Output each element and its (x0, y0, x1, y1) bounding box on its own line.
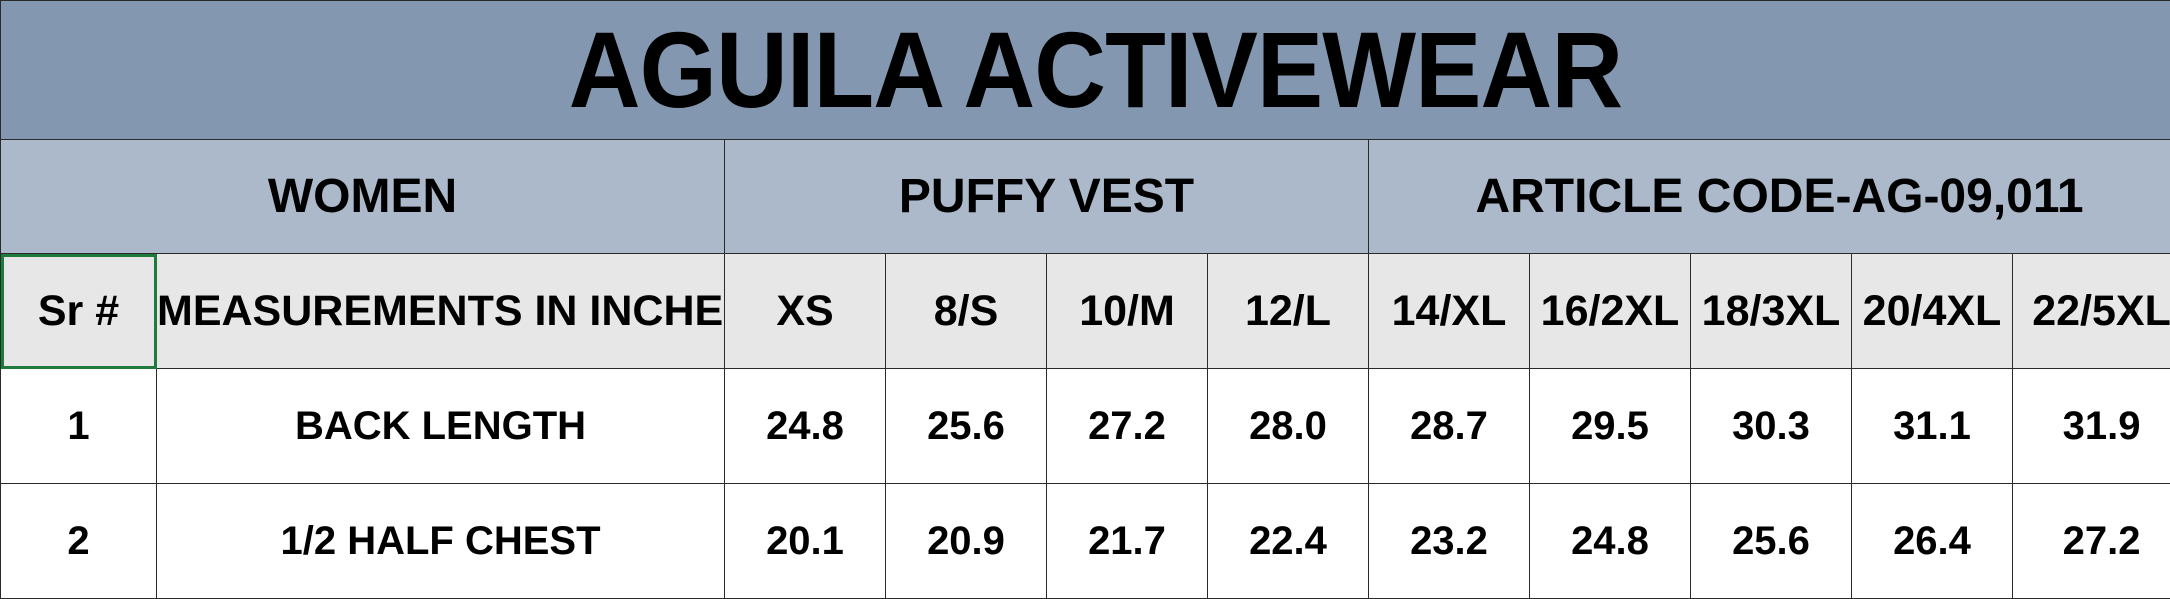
value-cell[interactable]: 25.6 (1691, 484, 1852, 599)
article-code-cell[interactable]: ARTICLE CODE-AG-09,011 (1369, 140, 2170, 254)
measurement-name-cell[interactable]: BACK LENGTH (157, 369, 725, 484)
value-cell[interactable]: 27.2 (1047, 369, 1208, 484)
value-cell[interactable]: 27.2 (2013, 484, 2170, 599)
value-cell[interactable]: 24.8 (1530, 484, 1691, 599)
value-cell[interactable]: 29.5 (1530, 369, 1691, 484)
value-cell[interactable]: 31.1 (1852, 369, 2013, 484)
table-row: 1 BACK LENGTH 24.8 25.6 27.2 28.0 28.7 2… (1, 369, 2170, 484)
value-cell[interactable]: 30.3 (1691, 369, 1852, 484)
value-cell[interactable]: 20.1 (725, 484, 886, 599)
value-cell[interactable]: 20.9 (886, 484, 1047, 599)
size-header-20-4xl[interactable]: 20/4XL (1852, 254, 2013, 369)
brand-title-cell[interactable]: AGUILA ACTIVEWEAR (1, 1, 2170, 140)
header-row: Sr # MEASUREMENTS IN INCHES XS 8/S 10/M … (1, 254, 2170, 369)
size-header-8-s[interactable]: 8/S (886, 254, 1047, 369)
table-row: 2 1/2 HALF CHEST 20.1 20.9 21.7 22.4 23.… (1, 484, 2170, 599)
measurement-header-cell[interactable]: MEASUREMENTS IN INCHES (157, 254, 725, 369)
size-header-10-m[interactable]: 10/M (1047, 254, 1208, 369)
size-header-16-2xl[interactable]: 16/2XL (1530, 254, 1691, 369)
value-cell[interactable]: 25.6 (886, 369, 1047, 484)
sr-cell[interactable]: 2 (1, 484, 157, 599)
value-cell[interactable]: 28.7 (1369, 369, 1530, 484)
size-header-12-l[interactable]: 12/L (1208, 254, 1369, 369)
sr-cell[interactable]: 1 (1, 369, 157, 484)
product-cell[interactable]: PUFFY VEST (725, 140, 1369, 254)
value-cell[interactable]: 31.9 (2013, 369, 2170, 484)
measurement-name-cell[interactable]: 1/2 HALF CHEST (157, 484, 725, 599)
size-header-22-5xl[interactable]: 22/5XL (2013, 254, 2170, 369)
size-header-xs[interactable]: XS (725, 254, 886, 369)
title-row: AGUILA ACTIVEWEAR (1, 1, 2170, 140)
value-cell[interactable]: 28.0 (1208, 369, 1369, 484)
value-cell[interactable]: 23.2 (1369, 484, 1530, 599)
size-header-18-3xl[interactable]: 18/3XL (1691, 254, 1852, 369)
size-header-14-xl[interactable]: 14/XL (1369, 254, 1530, 369)
value-cell[interactable]: 26.4 (1852, 484, 2013, 599)
category-cell[interactable]: WOMEN (1, 140, 725, 254)
sr-header-cell[interactable]: Sr # (1, 254, 157, 369)
brand-title: AGUILA ACTIVEWEAR (569, 16, 1622, 124)
value-cell[interactable]: 24.8 (725, 369, 886, 484)
value-cell[interactable]: 21.7 (1047, 484, 1208, 599)
band-row: WOMEN PUFFY VEST ARTICLE CODE-AG-09,011 (1, 140, 2170, 254)
value-cell[interactable]: 22.4 (1208, 484, 1369, 599)
